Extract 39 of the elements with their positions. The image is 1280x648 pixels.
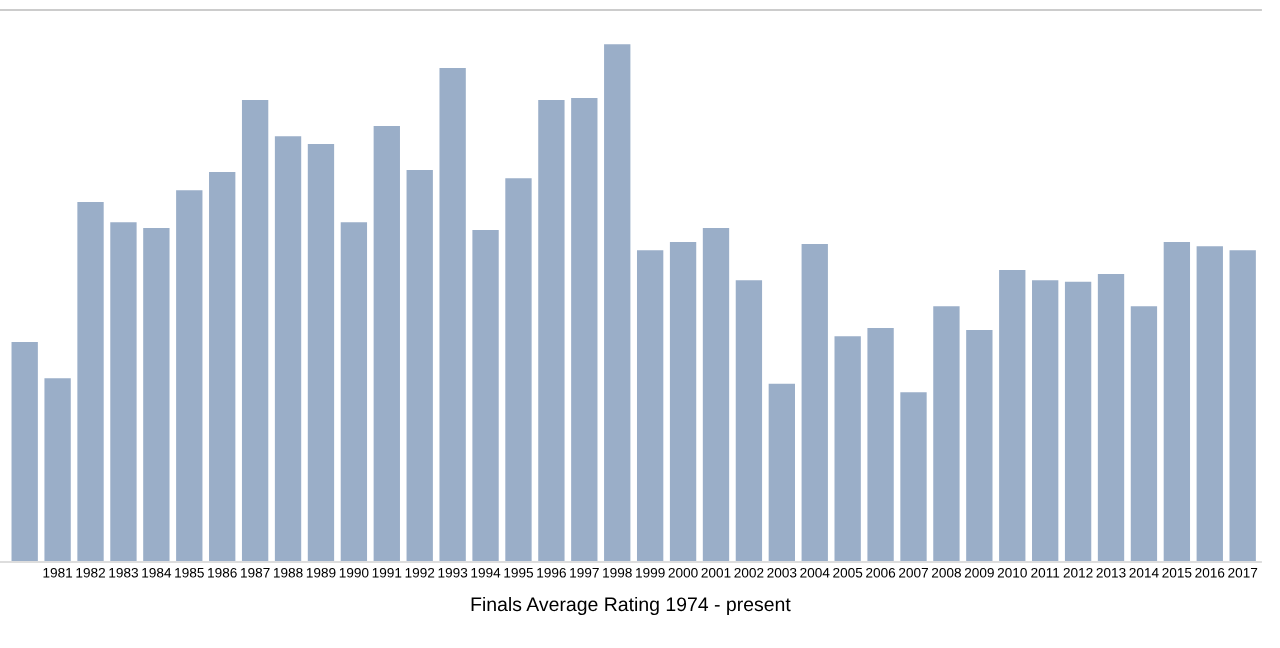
bar [11,341,38,562]
bar [669,241,697,562]
bar [241,100,269,562]
bar [834,336,861,562]
bar [867,327,894,562]
bar [1229,250,1256,562]
bar [1064,281,1092,562]
bar [505,178,532,562]
bar [636,250,664,562]
bar [176,190,203,562]
bar [538,100,565,562]
bar [1163,241,1191,562]
bar [1097,274,1125,562]
bar [307,144,335,562]
bar [1196,246,1223,562]
bar [209,172,236,562]
bar [768,383,795,562]
bar [571,98,598,562]
bar [77,202,104,562]
bar [472,230,499,562]
bar [966,330,993,562]
bar [439,68,466,562]
bar [1130,306,1158,562]
bar [999,269,1026,562]
bar [274,136,302,562]
bar [702,228,730,562]
bar [143,228,170,562]
bar [373,125,400,562]
x-axis-title: Finals Average Rating 1974 - present [471,596,791,616]
bar [900,392,927,562]
bar [340,222,368,562]
bar [801,244,828,562]
bar [44,378,71,562]
bar [406,170,433,562]
bar [110,222,137,562]
bar [933,306,960,562]
bar [735,280,763,562]
bar [1032,280,1059,562]
bar [604,44,631,562]
